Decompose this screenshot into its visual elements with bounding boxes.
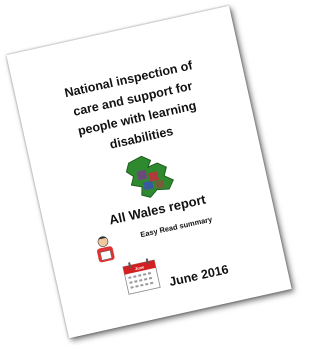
cover-title: National inspection of care and support … xyxy=(15,45,255,172)
report-cover: National inspection of care and support … xyxy=(6,6,291,338)
calendar-icon: June xyxy=(120,256,163,297)
report-date: June 2016 xyxy=(168,262,230,289)
reader-icon xyxy=(88,232,122,267)
wales-map-icon xyxy=(120,148,181,204)
screenshot: National inspection of care and support … xyxy=(0,0,295,345)
